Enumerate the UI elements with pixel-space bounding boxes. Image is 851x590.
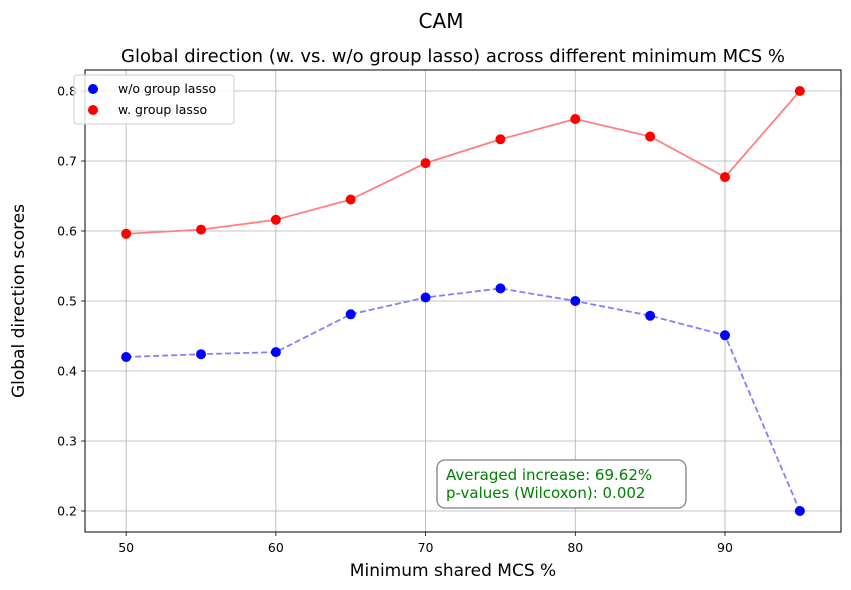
legend-box <box>73 74 235 125</box>
data-point-w-group-lasso <box>345 194 356 205</box>
annotation-box <box>436 459 687 509</box>
chart-suptitle: CAM <box>419 9 464 33</box>
legend-marker-w-group-lasso <box>88 105 98 115</box>
y-tick-label: 0.2 <box>57 504 77 519</box>
y-axis-label: Global direction scores <box>9 204 29 398</box>
y-tick-label: 0.8 <box>57 84 77 99</box>
data-point-w-group-lasso <box>270 214 281 225</box>
data-point-w-o-group-lasso <box>645 310 656 321</box>
legend-label-wo-group-lasso: w/o group lasso <box>118 81 216 96</box>
series-w-group-lasso <box>121 86 805 239</box>
annotation-averaged-increase: Averaged increase: 69.62% <box>446 466 652 484</box>
annotation: Averaged increase: 69.62% p-values (Wilc… <box>436 459 687 509</box>
data-point-w-group-lasso <box>196 224 207 235</box>
data-point-w-group-lasso <box>570 114 581 124</box>
y-tick-label: 0.3 <box>57 434 77 449</box>
data-point-w-o-group-lasso <box>345 309 356 320</box>
data-point-w-o-group-lasso <box>719 330 730 341</box>
y-tick-label: 0.7 <box>57 154 77 169</box>
data-point-w-o-group-lasso <box>570 296 581 306</box>
legend-marker-wo-group-lasso <box>88 84 98 94</box>
data-point-w-group-lasso <box>645 131 656 142</box>
x-tick-label: 70 <box>418 540 434 555</box>
data-point-w-group-lasso <box>420 158 431 169</box>
x-axis-ticks: 50 60 70 80 90 <box>118 532 733 555</box>
data-point-w-o-group-lasso <box>270 347 281 358</box>
series-w-o-group-lasso <box>121 283 805 516</box>
data-point-w-o-group-lasso <box>420 292 431 303</box>
data-point-w-group-lasso <box>794 86 805 96</box>
x-tick-label: 50 <box>118 540 134 555</box>
y-tick-label: 0.6 <box>57 224 77 239</box>
data-point-w-group-lasso <box>121 228 132 239</box>
y-axis-ticks: 0.2 0.3 0.4 0.5 0.6 0.7 0.8 <box>57 84 85 519</box>
plot-area-frame <box>84 69 842 533</box>
data-point-w-o-group-lasso <box>196 349 207 360</box>
legend: w/o group lasso w. group lasso <box>73 74 235 125</box>
legend-label-w-group-lasso: w. group lasso <box>118 102 207 117</box>
y-tick-label: 0.5 <box>57 294 77 309</box>
x-tick-label: 90 <box>717 540 733 555</box>
series-line-w-o-group-lasso <box>126 287 801 512</box>
x-axis-label: Minimum shared MCS % <box>350 561 556 581</box>
data-point-w-group-lasso <box>719 172 730 183</box>
series-line-w-group-lasso <box>126 90 801 235</box>
data-point-w-group-lasso <box>495 134 506 145</box>
data-point-w-o-group-lasso <box>495 283 506 294</box>
annotation-p-value: p-values (Wilcoxon): 0.002 <box>446 484 645 502</box>
data-point-w-o-group-lasso <box>794 506 805 516</box>
x-tick-label: 60 <box>268 540 284 555</box>
series <box>121 86 805 516</box>
x-tick-label: 80 <box>567 540 583 555</box>
data-point-w-o-group-lasso <box>121 352 132 362</box>
chart-title: Global direction (w. vs. w/o group lasso… <box>121 46 785 67</box>
y-tick-label: 0.4 <box>57 364 77 379</box>
